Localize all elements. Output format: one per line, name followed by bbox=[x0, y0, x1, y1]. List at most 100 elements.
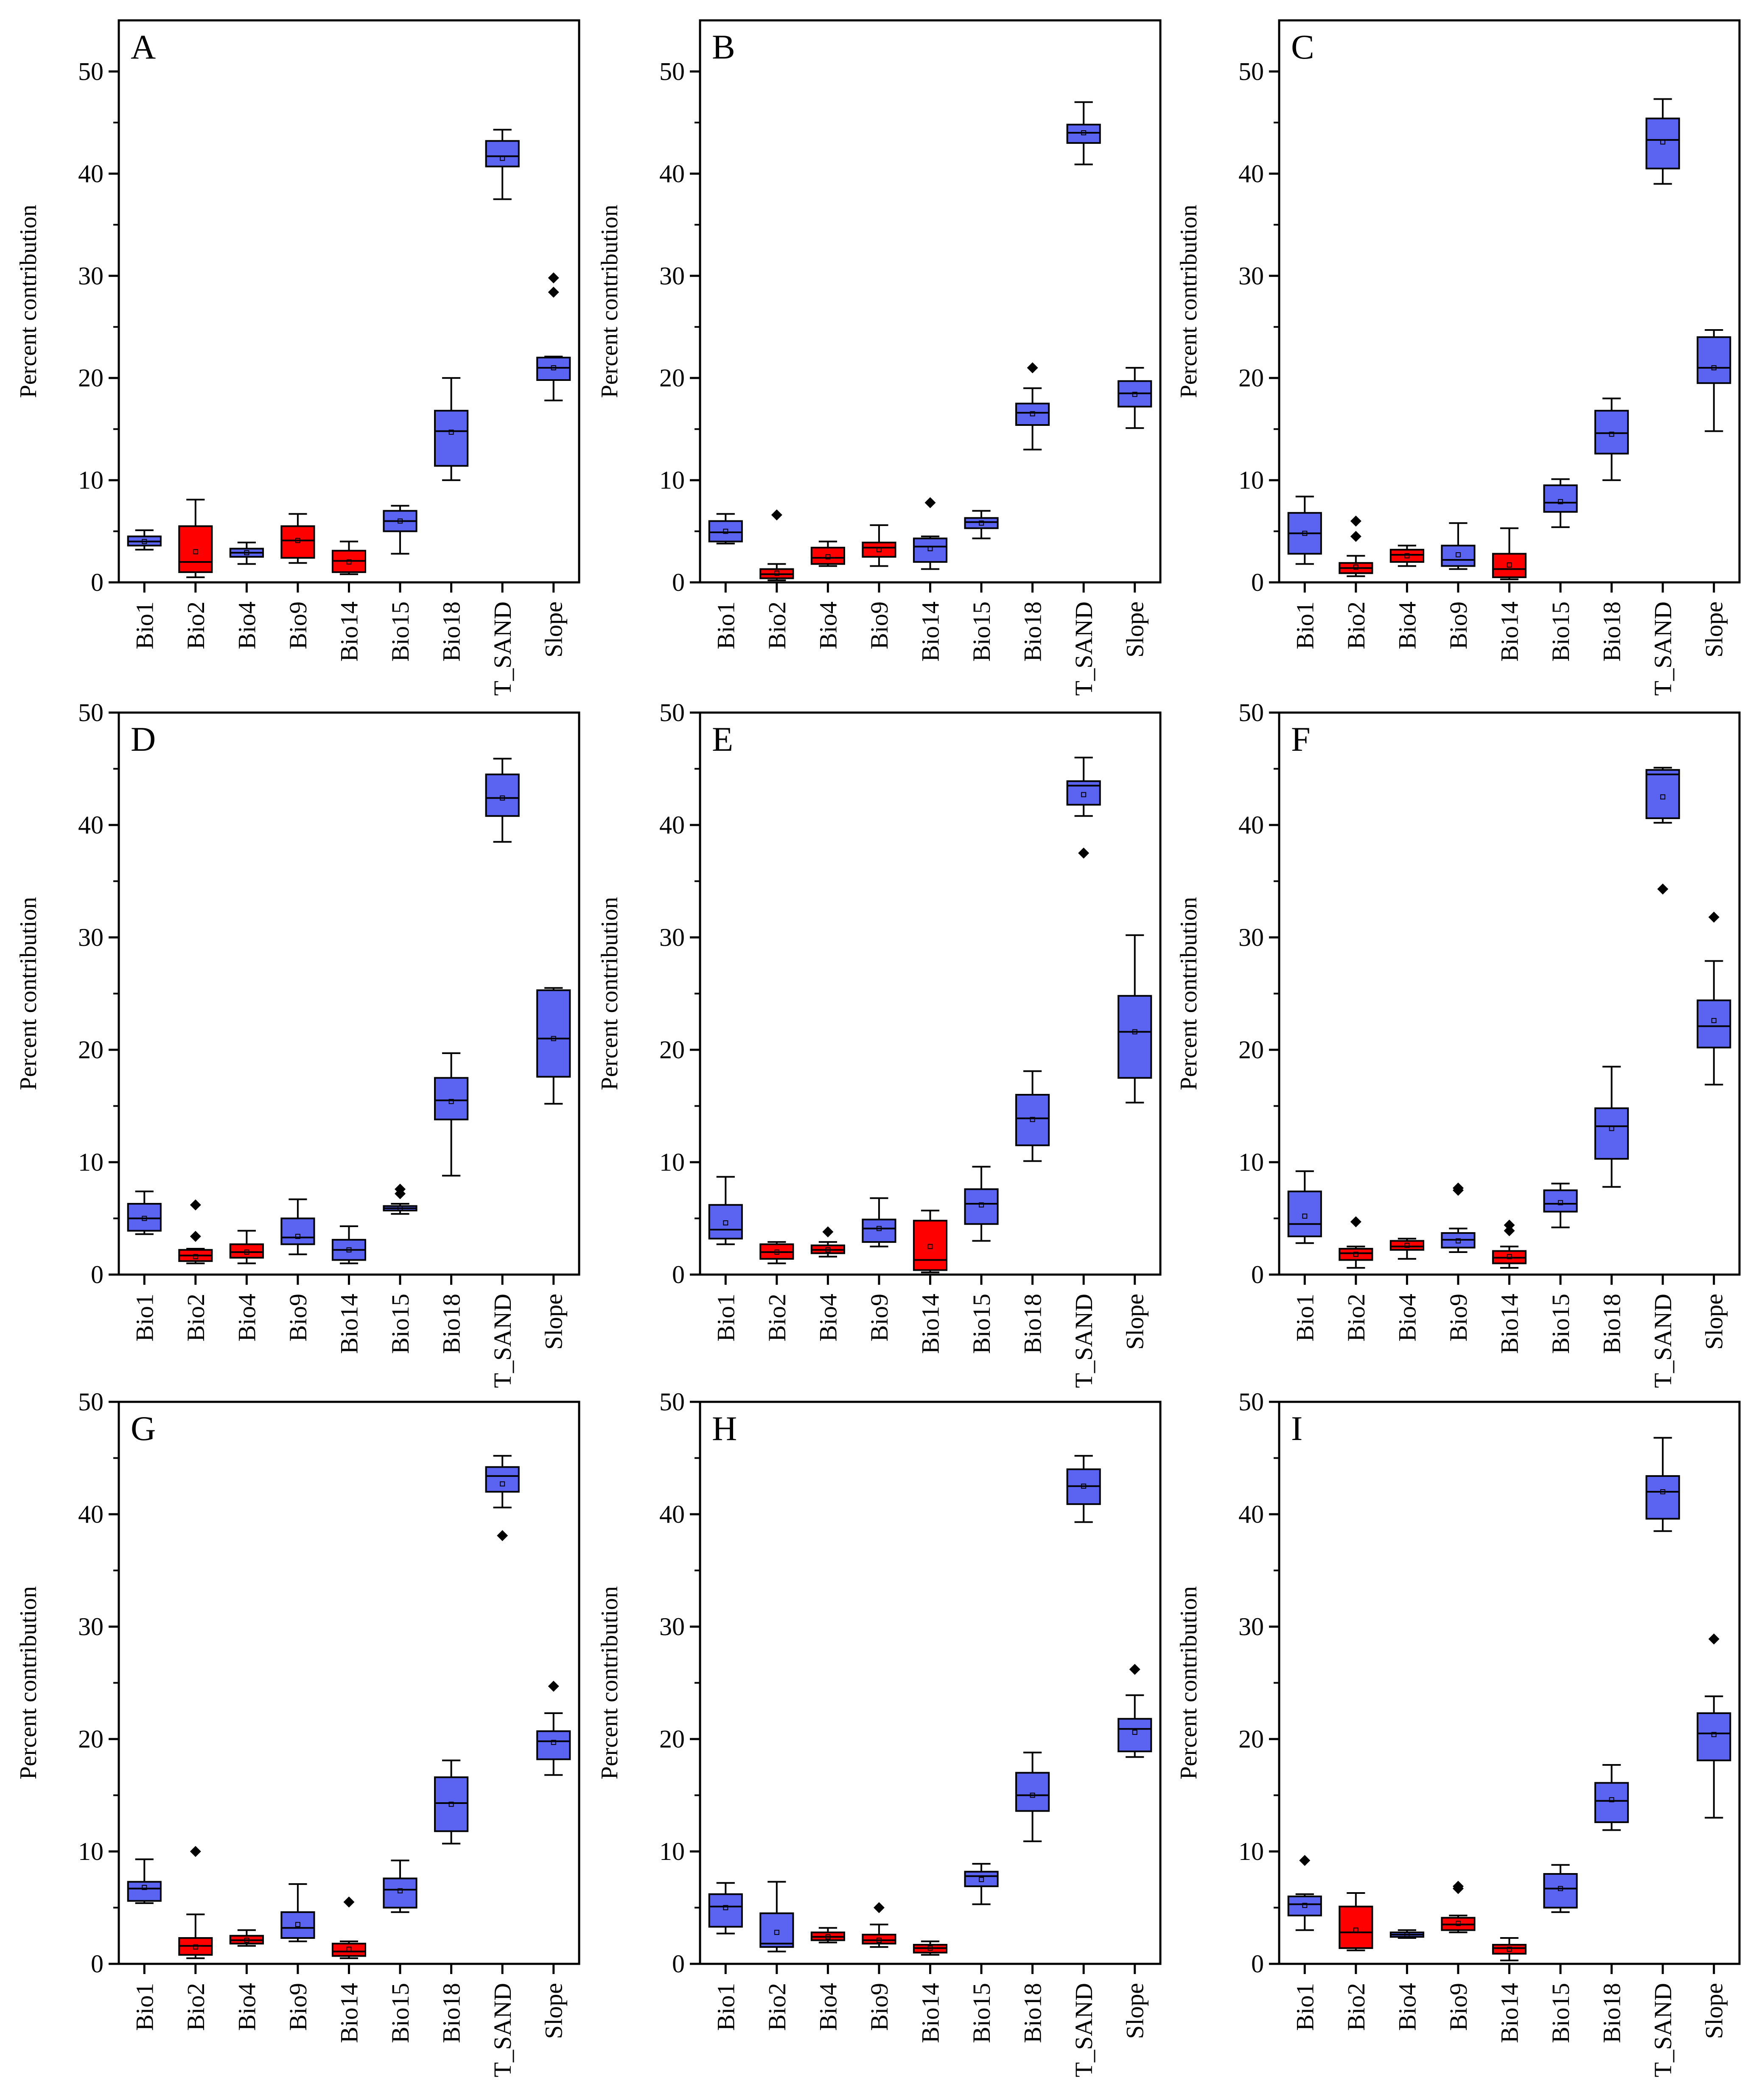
iqr-box bbox=[862, 1219, 896, 1243]
box-Bio15 bbox=[383, 505, 417, 555]
mean-marker bbox=[876, 1938, 882, 1943]
iqr-box bbox=[1339, 1905, 1373, 1949]
iqr-box bbox=[1492, 553, 1527, 578]
outlier-point bbox=[190, 1230, 201, 1242]
mean-marker bbox=[1558, 1200, 1563, 1205]
box-Bio9 bbox=[1441, 1881, 1476, 1933]
mean-marker bbox=[1404, 553, 1410, 559]
y-axis-label: Percent contribution bbox=[1176, 897, 1202, 1091]
mean-marker bbox=[1609, 1126, 1614, 1131]
mean-marker bbox=[295, 1922, 300, 1927]
mean-marker bbox=[1660, 794, 1666, 800]
x-tick-label: Bio4 bbox=[814, 601, 842, 649]
y-tick-label: 20 bbox=[1238, 1036, 1264, 1064]
x-tick-label: Bio2 bbox=[763, 601, 791, 649]
box-Bio2 bbox=[178, 1199, 213, 1264]
mean-marker bbox=[1455, 1238, 1461, 1244]
mean-marker bbox=[876, 547, 882, 552]
outlier-point bbox=[1708, 1633, 1720, 1645]
iqr-box bbox=[485, 140, 520, 168]
iqr-box bbox=[1441, 545, 1476, 567]
box-Bio4 bbox=[1389, 545, 1424, 567]
y-axis-label: Percent contribution bbox=[15, 205, 42, 398]
x-tick-label: Bio15 bbox=[387, 1983, 414, 2043]
y-tick-label: 0 bbox=[1251, 568, 1264, 596]
iqr-box bbox=[280, 1911, 315, 1939]
mean-marker bbox=[398, 1888, 403, 1893]
outlier-point bbox=[822, 1226, 834, 1238]
y-tick-label: 0 bbox=[91, 568, 104, 596]
y-tick-label: 20 bbox=[1238, 364, 1264, 392]
x-tick-label: Bio2 bbox=[182, 601, 210, 649]
x-tick-label: Bio18 bbox=[438, 601, 465, 662]
y-tick-label: 10 bbox=[78, 466, 104, 494]
box-Slope bbox=[1118, 367, 1152, 429]
outlier-point bbox=[190, 1846, 201, 1857]
box-Bio4 bbox=[1389, 1929, 1424, 1939]
y-tick-label: 10 bbox=[78, 1837, 104, 1865]
x-tick-label: Bio2 bbox=[1342, 1983, 1370, 2031]
y-tick-label: 50 bbox=[659, 57, 685, 85]
box-Bio4 bbox=[810, 1927, 845, 1943]
iqr-box bbox=[1594, 1107, 1629, 1160]
iqr-box bbox=[708, 520, 743, 542]
x-tick-label: Bio1 bbox=[1291, 1983, 1319, 2031]
box-Bio2 bbox=[178, 1846, 213, 1959]
mean-marker bbox=[774, 1250, 779, 1255]
box-Slope bbox=[536, 1681, 571, 1776]
x-tick-label: Bio4 bbox=[1393, 1983, 1421, 2031]
mean-marker bbox=[1660, 1489, 1666, 1494]
box-Slope bbox=[1697, 912, 1731, 1086]
mean-marker bbox=[500, 1481, 505, 1487]
box-Bio15 bbox=[964, 510, 999, 540]
y-tick-label: 0 bbox=[672, 568, 685, 596]
box-Bio4 bbox=[810, 1226, 845, 1258]
box-Slope bbox=[1118, 934, 1152, 1104]
box-Bio14 bbox=[331, 1896, 367, 1959]
y-tick-label: 40 bbox=[659, 811, 685, 839]
mean-marker bbox=[1353, 1252, 1358, 1257]
x-tick-label: Bio9 bbox=[1445, 601, 1472, 649]
iqr-box bbox=[964, 1188, 999, 1225]
x-tick-label: Bio14 bbox=[917, 1983, 944, 2043]
x-tick-label: Bio1 bbox=[131, 601, 158, 649]
outlier-point bbox=[1504, 1219, 1515, 1231]
panel-letter: B bbox=[712, 28, 735, 66]
x-tick-label: Bio14 bbox=[1496, 1983, 1524, 2043]
iqr-box bbox=[331, 1943, 367, 1957]
box-Bio1 bbox=[1287, 495, 1322, 565]
box-Bio15 bbox=[1543, 478, 1578, 528]
outlier-point bbox=[548, 286, 559, 298]
panel-letter: C bbox=[1291, 28, 1314, 66]
mean-marker bbox=[193, 1944, 198, 1950]
x-tick-label: Bio2 bbox=[182, 1294, 210, 1342]
x-tick-label: Slope bbox=[1121, 1294, 1149, 1350]
box-Bio1 bbox=[127, 529, 162, 551]
x-tick-label: Slope bbox=[540, 1983, 568, 2039]
x-tick-label: Bio15 bbox=[1547, 601, 1574, 662]
x-tick-label: Bio18 bbox=[438, 1983, 465, 2043]
x-tick-label: T_SAND bbox=[1649, 601, 1677, 696]
x-tick-label: Bio2 bbox=[1342, 601, 1370, 649]
iqr-box bbox=[1492, 1943, 1527, 1955]
box-Bio15 bbox=[1543, 1183, 1578, 1228]
iqr-box bbox=[1066, 780, 1101, 806]
panel-H: 0 10 20 30 40 50 Percent contribution H Bio1 Bio2… bbox=[597, 1388, 1162, 2077]
x-tick-label: Bio18 bbox=[438, 1294, 465, 1354]
y-tick-label: 10 bbox=[659, 466, 685, 494]
panel-letter: G bbox=[131, 1409, 156, 1448]
iqr-box bbox=[810, 547, 845, 565]
box-Bio14 bbox=[331, 1225, 367, 1264]
x-tick-label: Bio15 bbox=[968, 1983, 995, 2043]
box-Bio18 bbox=[434, 1759, 469, 1845]
mean-marker bbox=[142, 1216, 147, 1221]
mean-marker bbox=[142, 539, 147, 544]
iqr-box bbox=[178, 525, 213, 573]
y-axis-label: Percent contribution bbox=[1176, 205, 1202, 398]
mean-marker bbox=[1302, 531, 1308, 536]
y-tick-label: 10 bbox=[659, 1148, 685, 1176]
mean-marker bbox=[774, 1929, 779, 1935]
mean-marker bbox=[1558, 499, 1563, 504]
x-tick-label: Bio4 bbox=[233, 601, 260, 649]
mean-marker bbox=[723, 528, 728, 534]
